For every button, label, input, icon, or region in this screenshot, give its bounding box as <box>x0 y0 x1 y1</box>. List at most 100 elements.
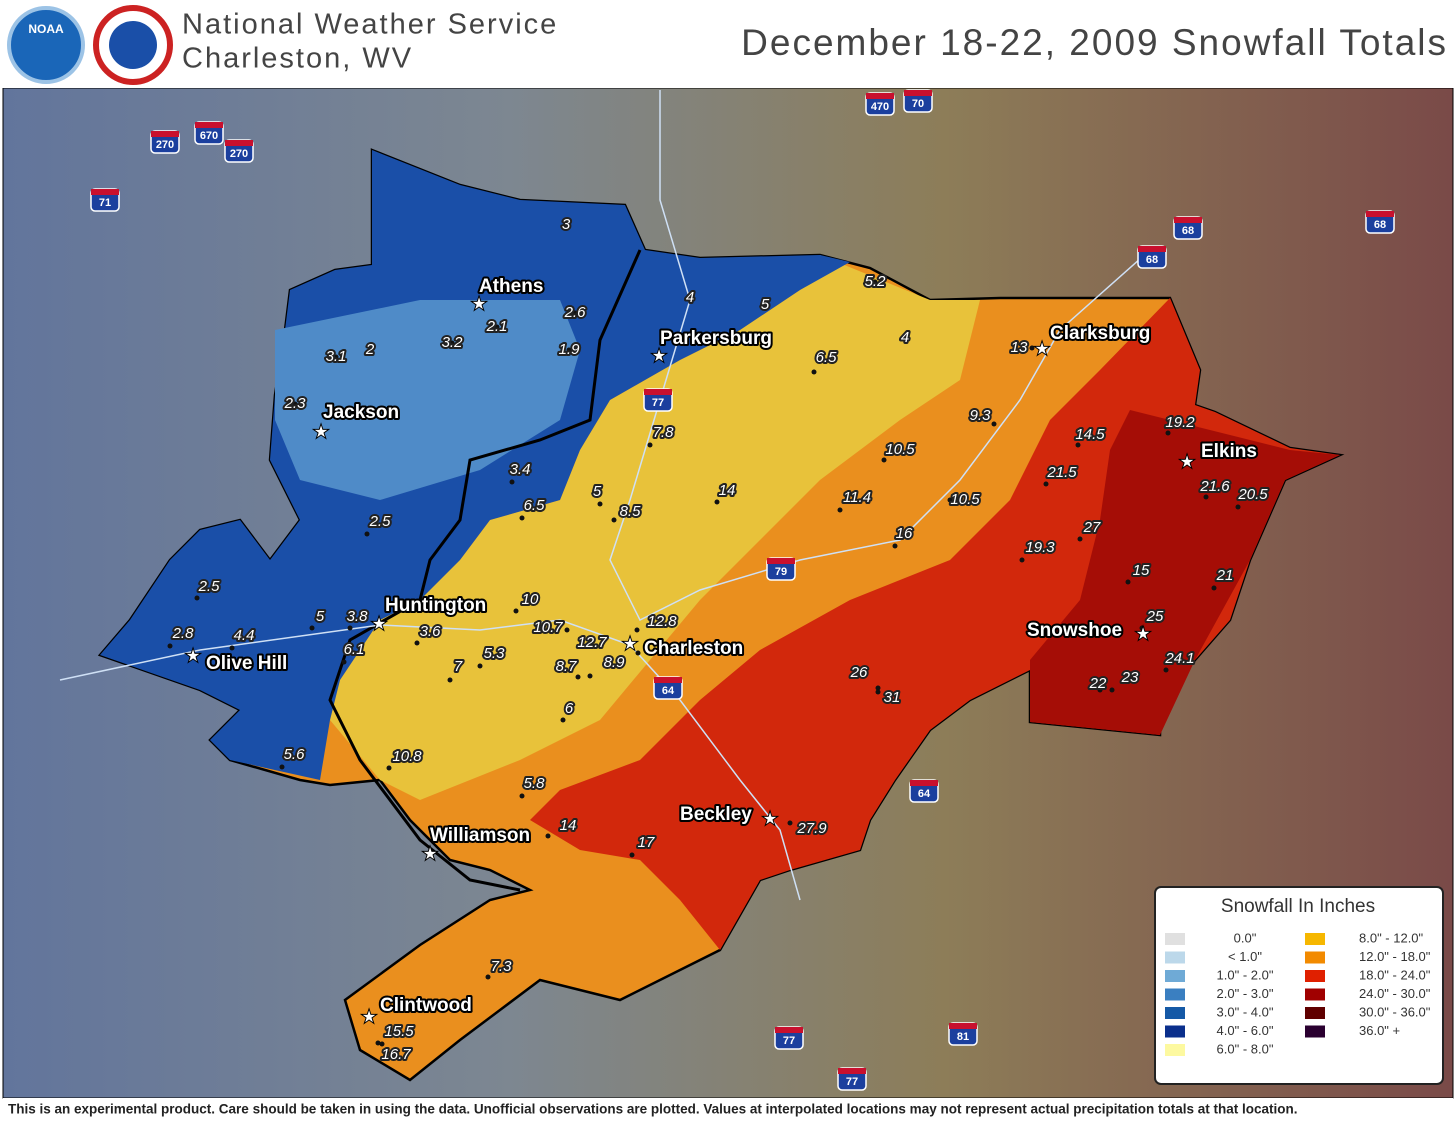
legend-swatch <box>1165 1044 1185 1056</box>
observation-dot <box>875 685 881 691</box>
legend-label: 6.0" - 8.0" <box>1217 1041 1274 1056</box>
observation-value: 2.6 <box>564 304 587 321</box>
observation-value: 3 <box>562 216 571 233</box>
observation-dot <box>509 479 515 485</box>
observation-dot <box>1163 667 1169 673</box>
observation-value: 8.7 <box>556 658 578 675</box>
observation-dot <box>762 302 768 308</box>
observation-dot <box>587 673 593 679</box>
city-star: ★ <box>362 1009 376 1026</box>
shield-top <box>838 1068 866 1074</box>
city-label: Athens <box>479 276 543 297</box>
observation-value: 22 <box>1089 675 1107 692</box>
shield-top <box>654 677 682 683</box>
state-border <box>328 249 642 892</box>
observation-dot <box>881 457 887 463</box>
observation-value: 3.6 <box>420 623 442 640</box>
legend-swatch <box>1305 1025 1325 1038</box>
shield-top <box>904 90 932 96</box>
observation-value: 10.5 <box>950 491 980 508</box>
observation-value: 2.3 <box>284 395 307 412</box>
highway-label: 68 <box>1374 219 1386 231</box>
shield-top <box>949 1023 977 1029</box>
highway-label: 270 <box>230 148 248 160</box>
observation-value: 2.1 <box>486 318 508 335</box>
city-label: Charleston <box>644 638 743 659</box>
city-star: ★ <box>1180 454 1194 471</box>
legend-title: Snowfall In Inches <box>1221 896 1375 917</box>
city-label: Clintwood <box>380 995 472 1016</box>
legend-label: 30.0" - 36.0" <box>1359 1004 1431 1019</box>
shield-top <box>1138 246 1166 252</box>
observation-value: 3.1 <box>326 348 347 365</box>
observation-value: 3.2 <box>442 334 464 351</box>
legend-swatch <box>1305 951 1325 964</box>
observation-value: 4 <box>901 329 909 346</box>
observation-value: 27.9 <box>796 820 827 837</box>
city-star: ★ <box>372 616 386 633</box>
highway-label: 81 <box>957 1031 969 1043</box>
observation-value: 15 <box>1133 562 1150 579</box>
area-dark-red <box>1030 410 1340 735</box>
observation-dot <box>449 340 455 346</box>
legend-label: 2.0" - 3.0" <box>1217 986 1274 1001</box>
legend-label: 24.0" - 30.0" <box>1359 986 1431 1001</box>
observation-value: 2.8 <box>172 625 195 642</box>
observation-dot <box>333 354 339 360</box>
observation-value: 24.1 <box>1164 650 1194 667</box>
observation-value: 2.5 <box>369 513 392 530</box>
observation-dot <box>564 627 570 633</box>
observation-value: 5 <box>761 296 770 313</box>
observation-dot <box>513 608 519 614</box>
observation-dot <box>545 833 551 839</box>
shield-top <box>1174 217 1202 223</box>
office-name: National Weather Service <box>182 9 558 41</box>
observation-dot <box>167 643 173 649</box>
observation-value: 5.3 <box>484 645 506 662</box>
observation-value: 14.5 <box>1075 426 1105 443</box>
legend-swatch <box>1165 1007 1185 1019</box>
observation-value: 6.5 <box>524 497 546 514</box>
highway-label: 79 <box>775 566 787 578</box>
shield-top <box>151 131 179 137</box>
city-label: Olive Hill <box>206 653 287 674</box>
legend-swatch <box>1305 1007 1325 1019</box>
observation-value: 10.8 <box>392 748 422 765</box>
observation-dot <box>494 324 500 330</box>
observation-value: 10.7 <box>533 619 563 636</box>
observation-value: 19.3 <box>1025 539 1055 556</box>
observation-dot <box>1019 557 1025 563</box>
observation-value: 16.7 <box>381 1046 411 1063</box>
observation-dot <box>635 650 641 656</box>
shield-top <box>225 140 253 146</box>
city-star: ★ <box>472 296 486 313</box>
observation-dot <box>477 663 483 669</box>
shield-top <box>644 389 672 395</box>
legend-swatch <box>1305 970 1325 982</box>
header-background <box>0 0 1456 88</box>
observation-dot <box>367 347 373 353</box>
highway-label: 470 <box>871 101 889 113</box>
observation-dot <box>611 517 617 523</box>
observation-dot <box>597 501 603 507</box>
observation-value: 4 <box>686 289 694 306</box>
legend-swatch <box>1165 933 1185 945</box>
observation-value: 21 <box>1216 567 1234 584</box>
observation-dot <box>1029 345 1035 351</box>
legend-swatch <box>1305 988 1325 1001</box>
observation-value: 2 <box>365 341 375 358</box>
observation-value: 7.8 <box>653 424 675 441</box>
observation-dot <box>364 531 370 537</box>
observation-value: 21.5 <box>1046 464 1077 481</box>
observation-dot <box>1203 494 1209 500</box>
observation-value: 14 <box>560 817 577 834</box>
map-title: December 18-22, 2009 Snowfall Totals <box>741 22 1448 63</box>
observation-dot <box>447 677 453 683</box>
shield-top <box>91 189 119 195</box>
observation-dot <box>566 347 572 353</box>
observation-dot <box>347 625 353 631</box>
highway-label: 70 <box>912 98 924 110</box>
observation-dot <box>575 674 581 680</box>
city-star: ★ <box>1035 341 1049 358</box>
observation-value: 14 <box>719 482 736 499</box>
